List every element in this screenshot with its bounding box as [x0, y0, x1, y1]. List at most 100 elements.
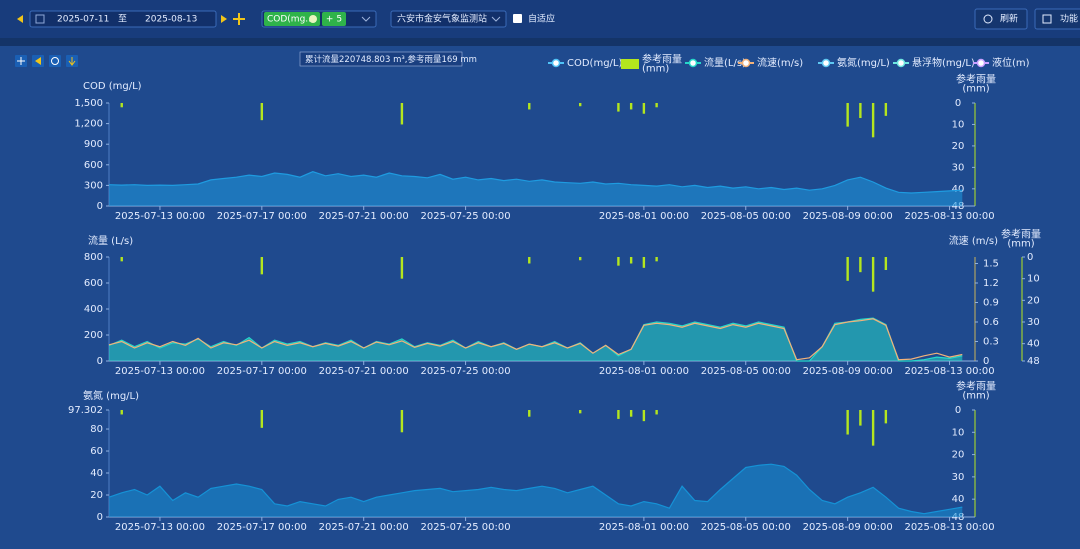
icon — [35, 57, 41, 65]
y2-tick-label: 48 — [952, 512, 965, 523]
rain-bar — [859, 410, 862, 426]
summary-box — [299, 51, 463, 67]
x-tick-label: 2025-07-13 00:00 — [115, 211, 205, 222]
rain-bar — [655, 257, 658, 262]
y-tick-label: 60 — [90, 446, 103, 457]
y2-axis-label: 参考雨量(mm) — [956, 380, 996, 402]
y2-axis-label: 流速 (m/s) — [949, 234, 998, 247]
legend-label: 参考雨量(mm) — [642, 53, 682, 75]
chevron — [491, 16, 501, 22]
rain-bar — [655, 410, 658, 415]
rain-bar — [859, 257, 862, 273]
legend-label: COD(mg/L) — [567, 58, 622, 69]
y2-tick-label: 10 — [952, 427, 965, 438]
y-tick-label: 800 — [84, 252, 103, 263]
rain-bar — [617, 257, 620, 266]
start-date: 2025-07-11 — [57, 15, 109, 25]
y-tick-label: 97.302 — [68, 405, 103, 416]
legend-swatch — [621, 59, 639, 69]
rain-bar — [579, 257, 582, 261]
x-tick-label: 2025-07-13 00:00 — [115, 522, 205, 533]
functions-icon — [1042, 14, 1052, 24]
tag-remove[interactable] — [309, 15, 317, 23]
series-line — [108, 318, 963, 361]
reset[interactable] — [49, 55, 61, 67]
prev-button[interactable] — [17, 15, 23, 23]
legend-swatch — [896, 58, 906, 68]
next-button[interactable] — [221, 15, 227, 23]
area-fill — [109, 464, 963, 517]
legend-label: 悬浮物(mg/L) — [912, 56, 975, 69]
legend-label: 液位(m) — [992, 56, 1030, 69]
icon — [17, 57, 25, 65]
x-tick-label: 2025-08-09 00:00 — [803, 522, 893, 533]
x-tick-label: 2025-07-25 00:00 — [421, 522, 511, 533]
rain-bar — [871, 410, 875, 446]
rain-bar — [859, 103, 862, 119]
rain-bar — [846, 257, 849, 281]
y2-tick-label: 0 — [955, 98, 961, 109]
y2-tick-label: 48 — [952, 201, 965, 212]
rain-bar — [260, 103, 264, 121]
rain-bar — [120, 410, 123, 415]
rain-bar — [400, 103, 404, 125]
y3-tick-label: 0 — [1027, 252, 1033, 263]
y2-tick-label: 10 — [952, 119, 965, 130]
x-tick-label: 2025-08-05 00:00 — [701, 366, 791, 377]
rain-bar — [617, 103, 620, 112]
rain-bar — [629, 410, 633, 417]
x-tick-label: 2025-08-09 00:00 — [803, 211, 893, 222]
x-tick-label: 2025-07-21 00:00 — [319, 366, 409, 377]
chevron — [361, 16, 371, 22]
icon — [68, 57, 76, 66]
functions-label: 功能 — [1060, 13, 1078, 25]
date-range[interactable] — [29, 10, 217, 28]
y-tick-label: 0 — [97, 512, 103, 523]
tag-more-label: + 5 — [326, 15, 342, 25]
checkbox[interactable] — [513, 14, 522, 23]
y3-tick-label: 40 — [1027, 339, 1040, 350]
functions-button[interactable] — [1034, 8, 1080, 30]
rain-bar — [579, 103, 582, 107]
area-fill — [109, 318, 963, 361]
legend-swatch — [741, 58, 751, 68]
rain-bar — [629, 103, 633, 110]
legend-label: 流速(m/s) — [757, 56, 803, 69]
y-tick-label: 1,500 — [74, 98, 103, 109]
y-tick-label: 0 — [97, 201, 103, 212]
y2-tick-label: 0 — [955, 405, 961, 416]
y2-tick-label: 30 — [952, 472, 965, 483]
y-axis-label: 氨氮 (mg/L) — [83, 389, 139, 402]
refresh-button[interactable] — [974, 8, 1028, 30]
series-line — [108, 463, 963, 515]
rain-bar — [528, 410, 531, 417]
area-fill — [109, 171, 963, 206]
station-select[interactable] — [390, 10, 507, 28]
tag-label: COD(mg... — [267, 15, 314, 25]
divider — [0, 38, 1080, 46]
y2-axis-label: 参考雨量(mm) — [956, 73, 996, 95]
rain-bar — [528, 103, 531, 110]
rain-bar — [629, 257, 633, 264]
rain-bar — [120, 257, 123, 262]
y3-tick-label: 48 — [1027, 356, 1040, 367]
y-tick-label: 80 — [90, 424, 103, 435]
rain-bar — [400, 410, 404, 433]
rain-bar — [846, 103, 849, 127]
x-tick-label: 2025-08-01 00:00 — [599, 366, 689, 377]
add-button[interactable] — [233, 13, 245, 25]
legend-label: 流量(L/s) — [704, 56, 746, 69]
y2-tick-label: 40 — [952, 494, 965, 505]
calendar-icon — [35, 14, 45, 24]
rain-bar — [642, 103, 646, 114]
series-line — [108, 171, 963, 194]
rain-bar — [617, 410, 620, 419]
y-tick-label: 600 — [84, 278, 103, 289]
range-sep: 至 — [118, 14, 127, 25]
x-tick-label: 2025-07-17 00:00 — [217, 211, 307, 222]
x-tick-label: 2025-07-17 00:00 — [217, 522, 307, 533]
rain-bar — [260, 257, 264, 275]
tag — [264, 12, 320, 26]
rain-bar — [655, 103, 658, 108]
y3-tick-label: 20 — [1027, 295, 1040, 306]
